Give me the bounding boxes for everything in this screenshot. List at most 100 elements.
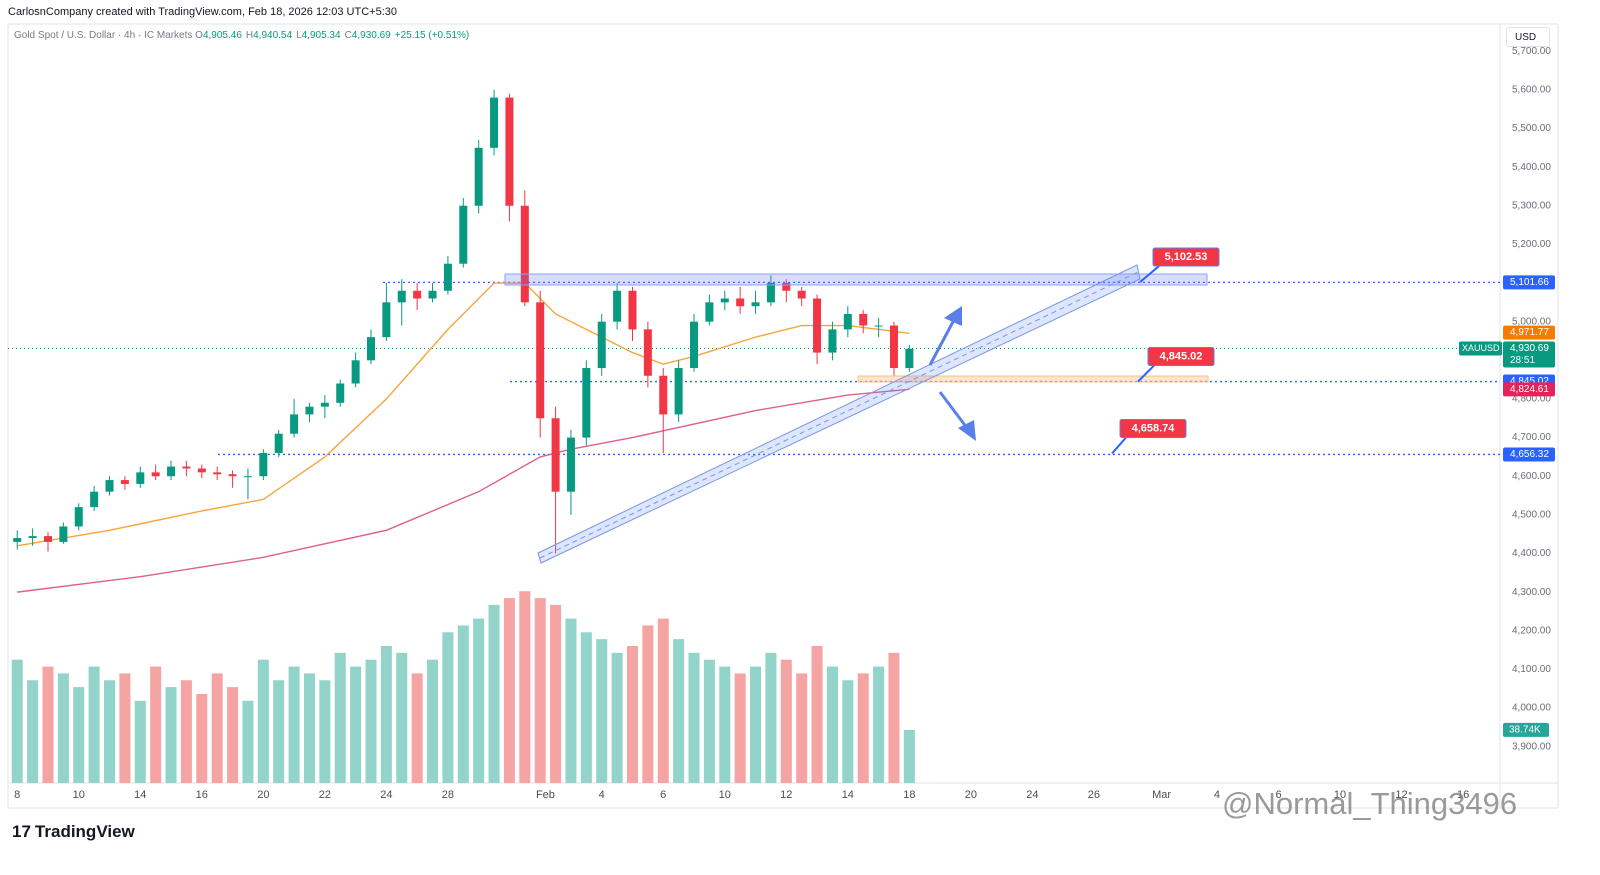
candle-body <box>151 472 160 477</box>
volume-bar <box>473 618 485 783</box>
candle-body <box>259 453 268 477</box>
x-tick-label: 16 <box>196 789 208 801</box>
symbol-tag: XAUUSD <box>1462 343 1500 353</box>
volume-bar <box>657 618 669 783</box>
candle-body <box>228 474 237 477</box>
volume-bar <box>734 673 746 783</box>
candle-body <box>674 368 683 415</box>
volume-bar <box>380 646 392 783</box>
volume-bar <box>519 591 531 783</box>
candle-body <box>536 302 545 419</box>
ohlc-key: C <box>344 30 352 41</box>
arrow-up-head <box>944 306 962 326</box>
volume-bar <box>134 700 146 783</box>
volume-tag-box <box>1503 722 1549 737</box>
resistance-zone <box>504 273 1208 286</box>
candle-body <box>859 313 868 326</box>
callout-box <box>1119 419 1187 439</box>
x-tick-label: 8 <box>14 789 20 801</box>
volume-bar <box>273 680 285 783</box>
x-tick-label: 10 <box>719 789 731 801</box>
y-tick-label: 4,400.00 <box>1512 548 1551 559</box>
y-tick-label: 4,000.00 <box>1512 703 1551 714</box>
candle-body <box>182 466 191 469</box>
volume-bar <box>565 618 577 783</box>
callout-pointer <box>1137 364 1155 383</box>
candle-body <box>659 375 668 415</box>
legend: Gold Spot / U.S. Dollar · 4h · IC Market… <box>14 30 473 41</box>
candle-body <box>474 147 483 206</box>
callout-label: 4,845.02 <box>1160 350 1203 362</box>
volume-bar <box>826 666 838 783</box>
x-tick-label: 18 <box>903 789 915 801</box>
last-price-box <box>1503 341 1555 368</box>
x-tick-label: 24 <box>1026 789 1038 801</box>
y-tick-label: 3,900.00 <box>1512 741 1551 752</box>
y-tick-label: 5,700.00 <box>1512 46 1551 57</box>
candle-body <box>243 476 252 478</box>
support-zone <box>857 375 1209 383</box>
candle-body <box>505 97 514 206</box>
volume-bar <box>119 673 131 783</box>
candle-body <box>443 263 452 291</box>
candle-body <box>336 383 345 403</box>
symbol-box <box>1459 341 1502 356</box>
candle-body <box>59 526 68 542</box>
y-tick-label: 5,000.00 <box>1512 316 1551 327</box>
x-tick-label: Mar <box>1152 789 1171 801</box>
channel-midline <box>539 271 1139 559</box>
candle-body <box>167 466 176 477</box>
volume-bar <box>165 687 177 783</box>
volume-bar <box>227 687 239 783</box>
candle-body <box>843 313 852 330</box>
currency-button[interactable]: USD <box>1506 27 1550 47</box>
y-tick-label: 5,300.00 <box>1512 200 1551 211</box>
candle-body <box>905 348 914 369</box>
candle-body <box>428 290 437 299</box>
trend-channel <box>537 264 1141 564</box>
volume-bar <box>780 659 792 783</box>
candle-body <box>720 298 729 303</box>
candle-body <box>90 491 99 508</box>
y-tick-label: 4,800.00 <box>1512 394 1551 405</box>
candle-body <box>797 290 806 299</box>
x-tick-label: 14 <box>842 789 854 801</box>
x-tick-label: 6 <box>660 789 666 801</box>
y-tick-label: 4,700.00 <box>1512 432 1551 443</box>
ma-tag-box <box>1503 325 1555 340</box>
ma-tag-box <box>1503 382 1555 397</box>
x-tick-label: 20 <box>257 789 269 801</box>
candle-body <box>213 472 222 475</box>
candle-body <box>413 290 422 299</box>
candle-body <box>105 480 114 492</box>
y-tick-label: 5,200.00 <box>1512 239 1551 250</box>
candle-body <box>397 290 406 303</box>
x-tick-label: 28 <box>442 789 454 801</box>
volume-bar <box>888 652 900 783</box>
y-tick-label: 5,400.00 <box>1512 162 1551 173</box>
x-tick-label: 12 <box>1395 789 1407 801</box>
arrow-down <box>938 391 969 429</box>
candle-body <box>28 536 37 539</box>
callout-label: 5,102.53 <box>1165 251 1208 263</box>
y-tick-label: 4,300.00 <box>1512 587 1551 598</box>
candle-body <box>628 290 637 330</box>
volume-bar <box>88 666 100 783</box>
ma-tag: 4,824.61 <box>1510 384 1549 395</box>
candle-body <box>690 321 699 369</box>
y-tick-label: 5,500.00 <box>1512 123 1551 134</box>
candle-body <box>889 325 898 369</box>
volume-bar <box>350 666 362 783</box>
volume-bar <box>534 598 546 783</box>
volume-bar <box>257 659 269 783</box>
y-tick-label: 5,600.00 <box>1512 84 1551 95</box>
candle-body <box>736 298 745 307</box>
volume-bar <box>580 632 592 783</box>
level-tag-box <box>1503 447 1555 462</box>
candle-body <box>120 480 129 484</box>
x-tick-label: 20 <box>965 789 977 801</box>
volume-bar <box>334 652 346 783</box>
volume-bar <box>596 639 608 783</box>
candle-body <box>566 437 575 492</box>
volume-bar <box>673 639 685 783</box>
